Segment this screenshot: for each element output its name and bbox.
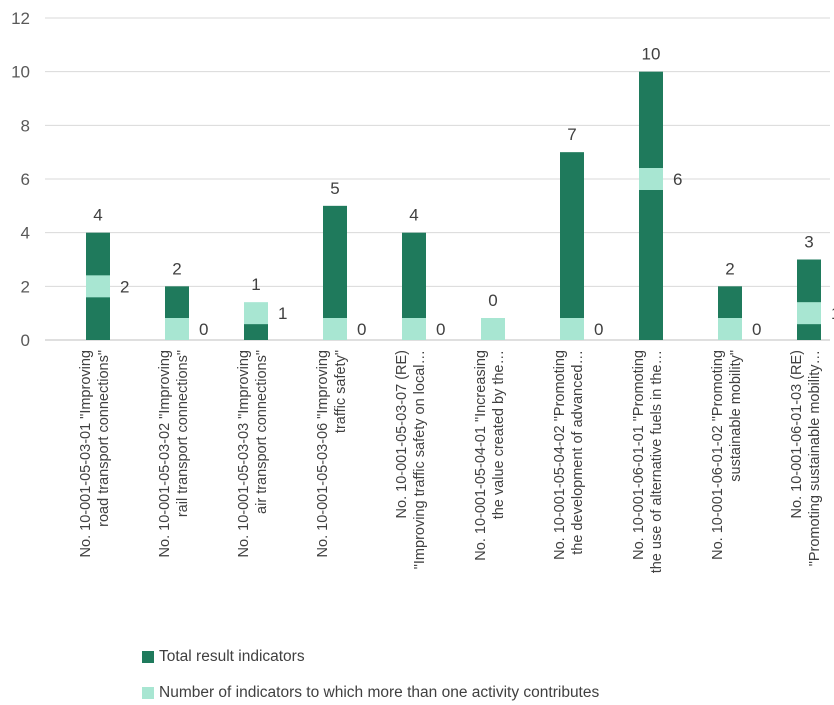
- legend-label-multi-activity: Number of indicators to which more than …: [159, 684, 599, 702]
- x-tick-label: No. 10-001-05-03-02 "Improving rail trans…: [157, 350, 191, 557]
- marker-multi-activity: [639, 168, 663, 190]
- data-label-multi-activity: 2: [120, 277, 129, 296]
- x-tick-label-line: No. 10-001-05-04-01 "Increasing: [473, 350, 489, 561]
- marker-multi-activity: [560, 318, 584, 340]
- data-label-total: 4: [409, 206, 418, 225]
- x-tick-label: No. 10-001-06-01-02 "Promoting sustainabl…: [710, 350, 744, 560]
- bar-total: [560, 152, 584, 340]
- marker-multi-activity: [323, 318, 347, 340]
- x-tick-label-line: the development of advanced…: [570, 350, 586, 555]
- legend-label-total: Total result indicators: [159, 648, 305, 666]
- data-label-total: 3: [804, 233, 813, 252]
- data-label-multi-activity: 0: [436, 320, 445, 339]
- x-tick-label-line: No. 10-001-06-01-01 "Promoting: [631, 350, 647, 560]
- x-axis: No. 10-001-05-03-01 "Improving road trans…: [78, 350, 823, 573]
- data-label-multi-activity: 6: [673, 170, 682, 189]
- marker-multi-activity: [797, 302, 821, 324]
- data-label-total: 5: [330, 179, 339, 198]
- data-label-multi-activity: 0: [357, 320, 366, 339]
- x-tick-label-line: the use of alternative fuels in the…: [649, 350, 665, 573]
- bar-total: [797, 260, 821, 341]
- legend-swatch-multi-activity: [142, 687, 154, 699]
- x-tick-label-line: No. 10-001-05-03-07 (RE): [394, 350, 410, 518]
- marker-multi-activity: [718, 318, 742, 340]
- x-tick-label-line: sustainable mobility": [728, 350, 744, 482]
- data-label-total: 1: [251, 275, 260, 294]
- y-axis: 0 2 4 6 8 10 12: [11, 9, 30, 350]
- x-tick-label-line: No. 10-001-05-03-03 "Improving: [236, 350, 252, 557]
- marker-multi-activity: [86, 275, 110, 297]
- x-tick-label-line: No. 10-001-05-03-01 "Improving: [78, 350, 94, 557]
- data-label-multi-activity: 1: [278, 304, 287, 323]
- x-tick-label-line: road transport connections": [96, 350, 112, 527]
- x-tick-label-line: air transport connections": [254, 350, 270, 514]
- y-tick-label: 0: [21, 331, 30, 350]
- data-label-total: 7: [567, 125, 576, 144]
- x-tick-label-line: "Improving traffic safety on local…: [412, 350, 428, 569]
- legend-item-multi-activity: Number of indicators to which more than …: [142, 684, 599, 702]
- legend-item-total: Total result indicators: [142, 648, 305, 666]
- y-tick-label: 2: [21, 277, 30, 296]
- x-tick-label-line: No. 10-001-05-03-06 "Improving: [315, 350, 331, 557]
- bar-total: [639, 72, 663, 340]
- legend-swatch-total: [142, 651, 154, 663]
- data-label-multi-activity: 0: [594, 320, 603, 339]
- x-tick-label-line: No. 10-001-05-04-02 "Promoting: [552, 350, 568, 560]
- x-tick-label-line: No. 10-001-05-03-02 "Improving: [157, 350, 173, 557]
- marker-multi-activity: [165, 318, 189, 340]
- y-tick-label: 6: [21, 170, 30, 189]
- bars: [86, 72, 821, 340]
- data-label-total: 4: [93, 206, 102, 225]
- data-label-multi-activity: 0: [199, 320, 208, 339]
- data-label-total: 2: [725, 259, 734, 278]
- x-tick-label: No. 10-001-05-04-01 "Increasing the value…: [473, 350, 507, 561]
- x-tick-label-line: No. 10-001-06-01-02 "Promoting: [710, 350, 726, 560]
- data-label-multi-activity: 0: [752, 320, 761, 339]
- x-tick-label-line: rail transport connections": [175, 350, 191, 517]
- x-tick-label: No. 10-001-05-04-02 "Promoting the develo…: [552, 350, 586, 560]
- x-tick-label: No. 10-001-06-01-03 (RE) "Promoting susta…: [789, 350, 823, 566]
- gridlines: [45, 18, 830, 340]
- data-label-total: 2: [172, 259, 181, 278]
- y-tick-label: 8: [21, 116, 30, 135]
- x-tick-label-line: the value created by the…: [491, 350, 507, 519]
- y-tick-label: 4: [21, 224, 30, 243]
- marker-multi-activity: [402, 318, 426, 340]
- y-tick-label: 12: [11, 9, 30, 28]
- marker-multi-activity: [244, 302, 268, 324]
- x-tick-label: No. 10-001-05-03-03 "Improving air transp…: [236, 350, 270, 557]
- marker-multi-activity: [481, 318, 505, 340]
- x-tick-label: No. 10-001-05-03-07 (RE) "Improving traff…: [394, 350, 428, 569]
- x-tick-label: No. 10-001-05-03-06 "Improving traffic sa…: [315, 350, 349, 557]
- x-tick-label: No. 10-001-05-03-01 "Improving road trans…: [78, 350, 112, 557]
- y-tick-label: 10: [11, 63, 30, 82]
- x-tick-label-line: traffic safety": [333, 350, 349, 433]
- x-tick-label: No. 10-001-06-01-01 "Promoting the use of…: [631, 350, 665, 573]
- x-tick-label-line: No. 10-001-06-01-03 (RE): [789, 350, 805, 518]
- x-tick-label-line: "Promoting sustainable mobility…: [807, 350, 823, 566]
- data-label-total: 10: [642, 45, 661, 64]
- data-label-total: 0: [488, 291, 497, 310]
